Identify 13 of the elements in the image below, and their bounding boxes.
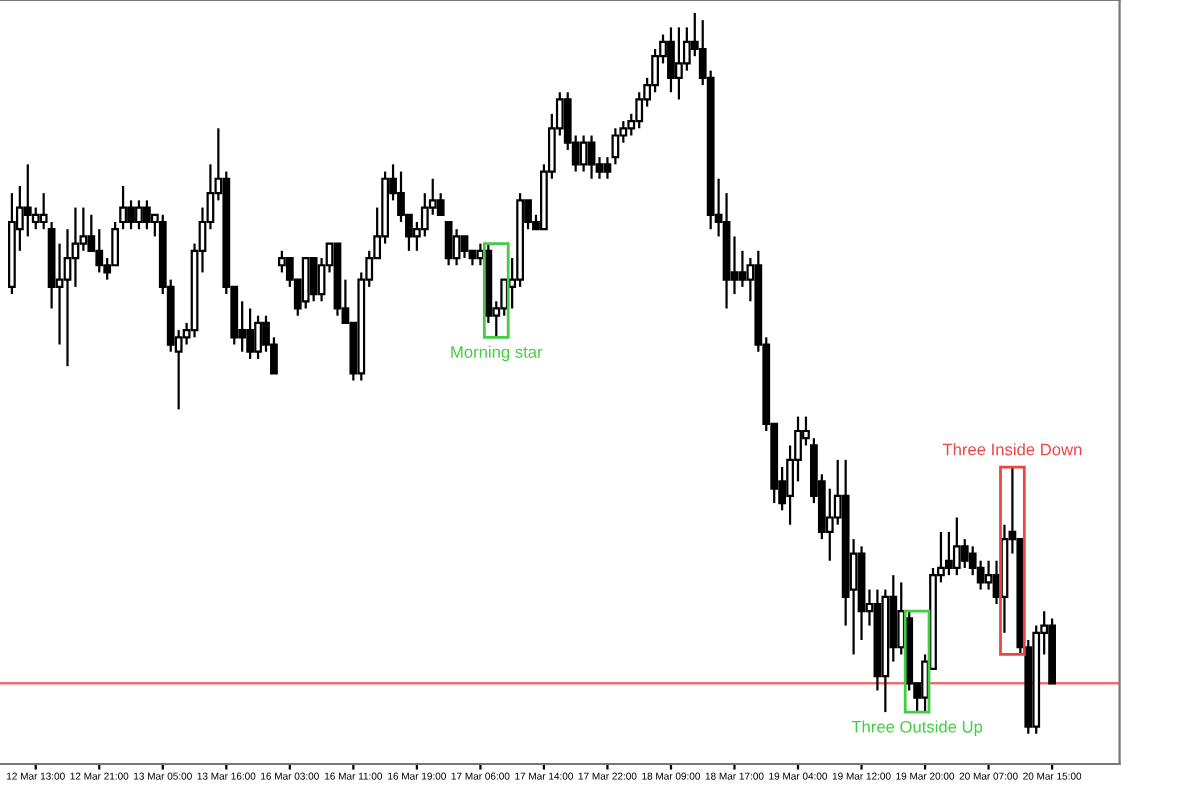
candlestick <box>452 228 461 267</box>
annotation: Three Outside Up <box>851 720 983 736</box>
annotation: Morning star <box>451 345 543 362</box>
candlestick <box>675 26 683 101</box>
candlestick <box>825 487 834 562</box>
candlestick <box>71 206 80 288</box>
candlestick <box>984 559 993 591</box>
candlestick <box>873 588 882 692</box>
candlestick <box>722 192 731 310</box>
candlestick <box>738 249 747 288</box>
candlestick <box>23 163 32 238</box>
annotation: Three Inside Down <box>942 443 1082 456</box>
candlestick <box>63 228 72 368</box>
